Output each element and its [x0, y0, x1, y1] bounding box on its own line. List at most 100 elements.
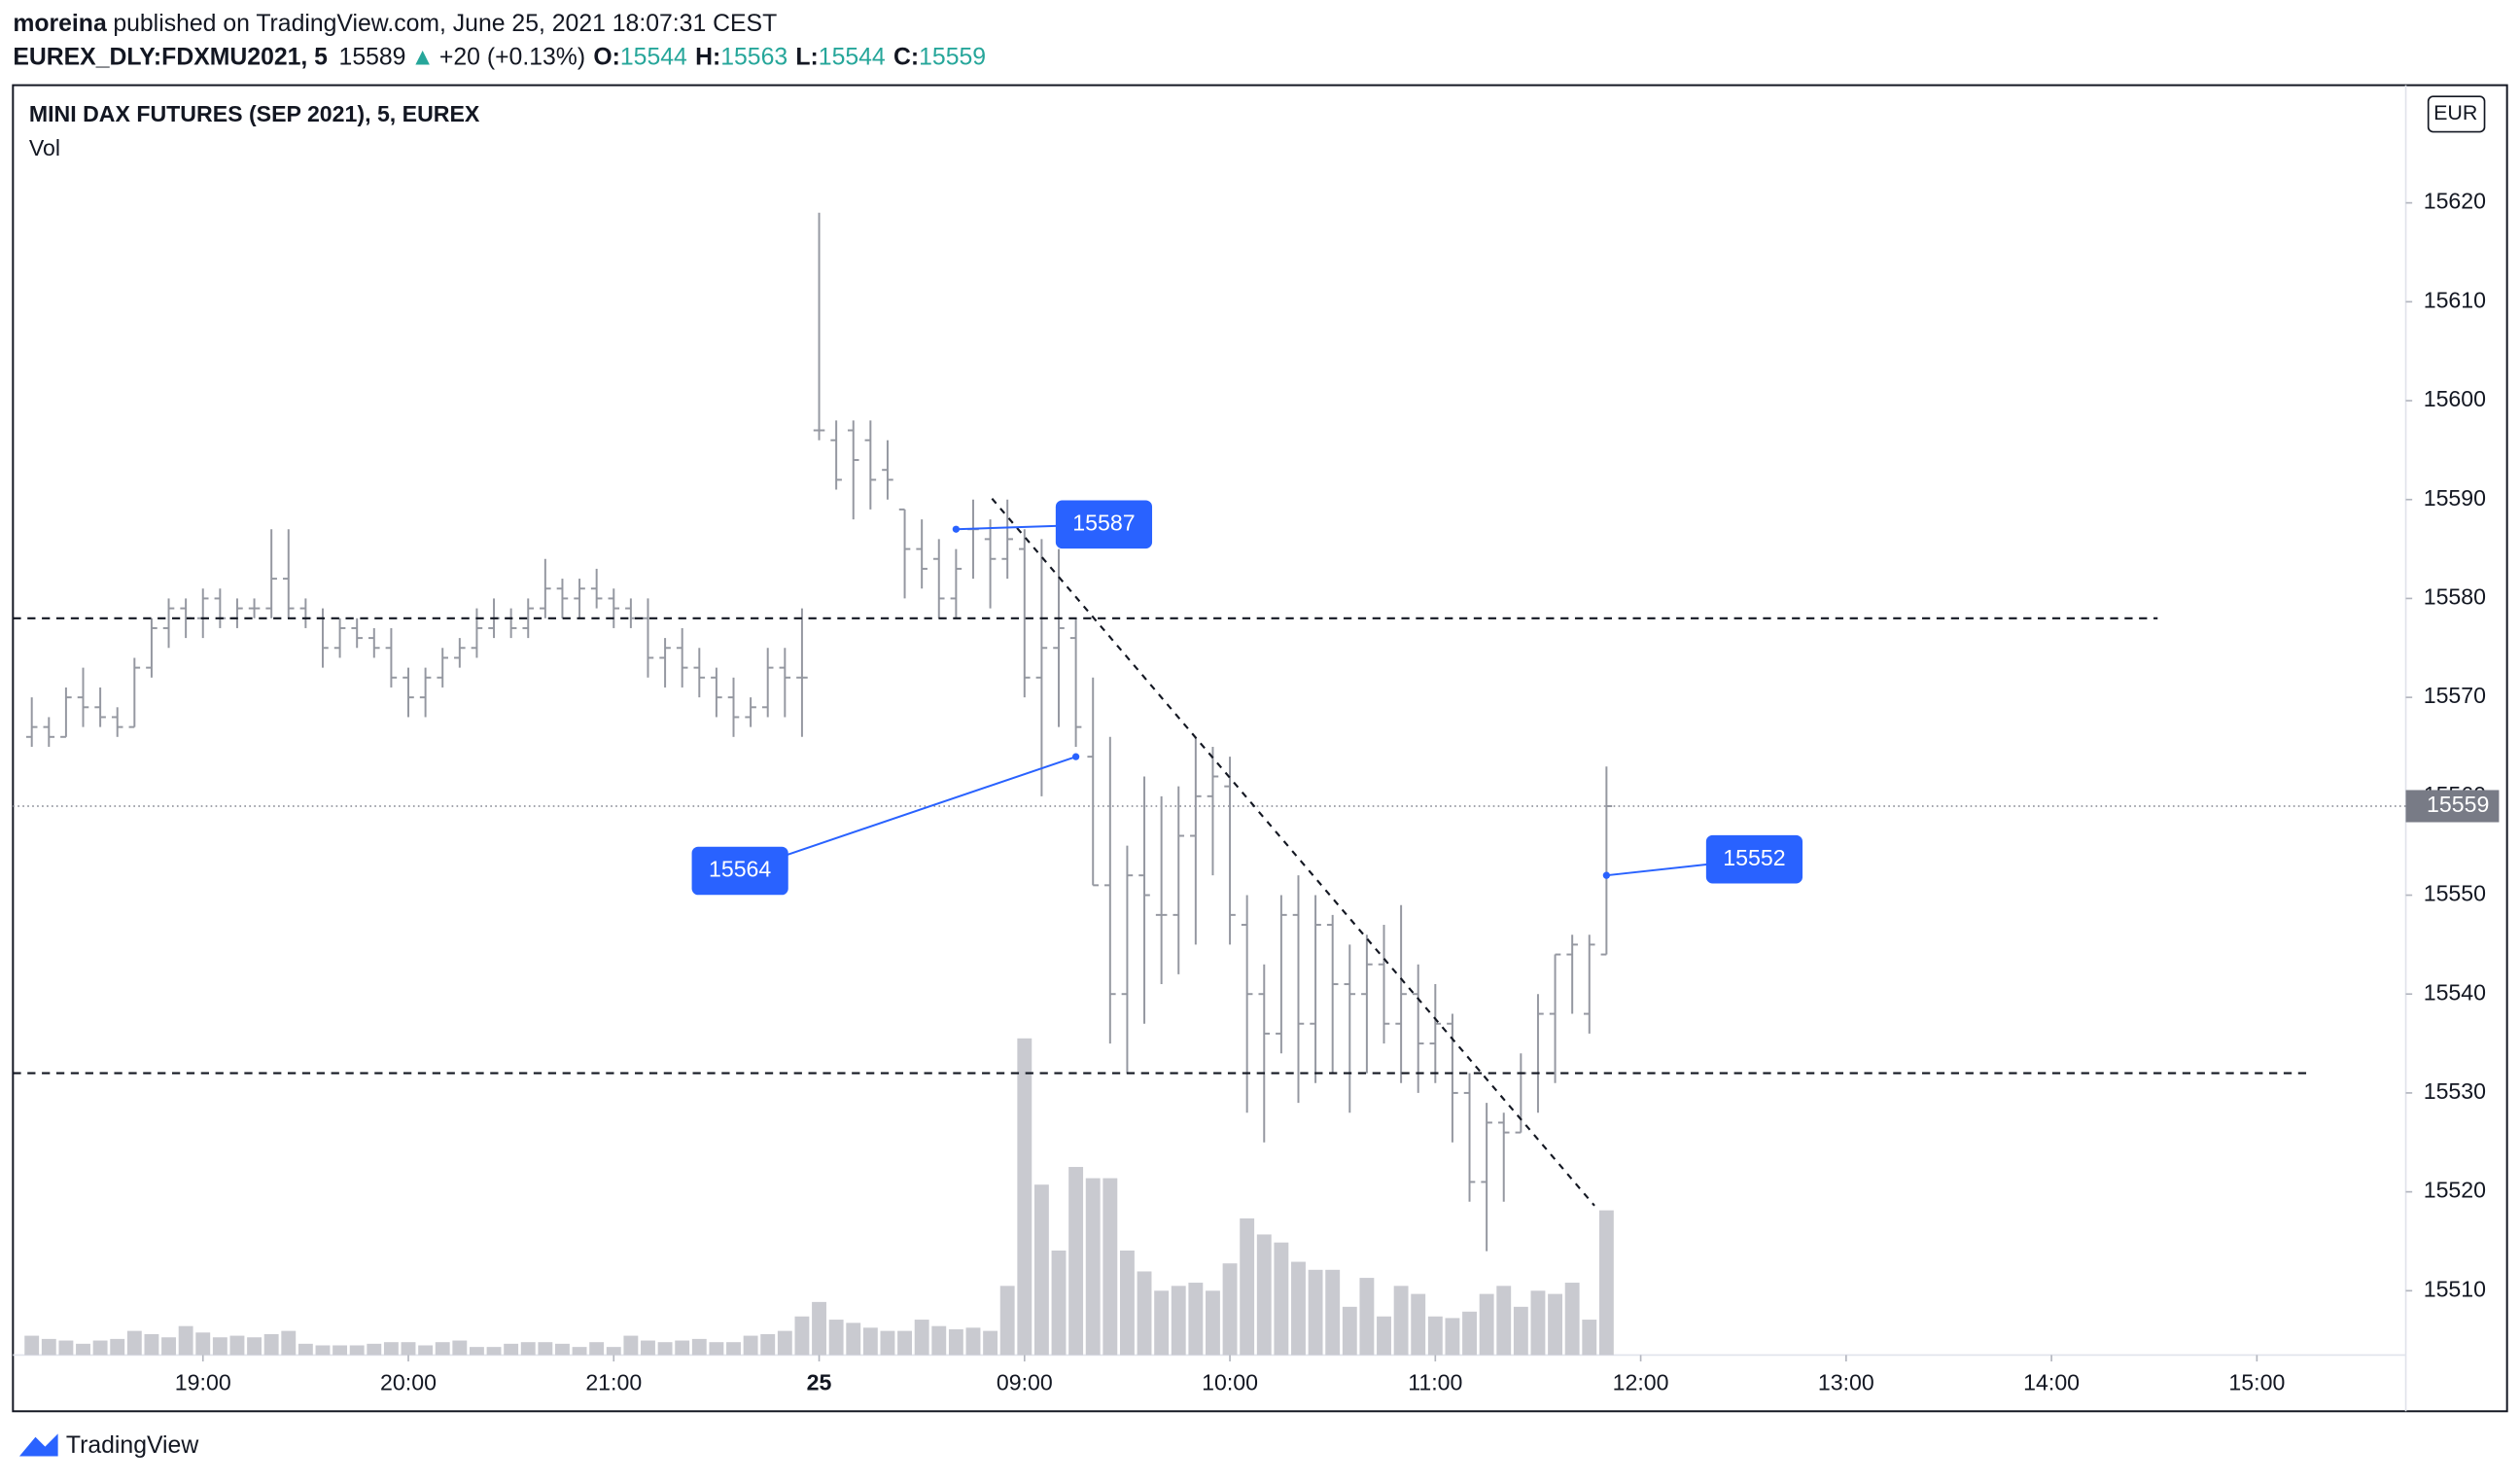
- callout-box: [1705, 834, 1803, 884]
- y-tick-label: 15600: [2424, 386, 2486, 411]
- volume-bar: [520, 1342, 536, 1356]
- currency-box[interactable]: [2427, 95, 2486, 133]
- volume-bar: [1017, 1038, 1032, 1356]
- volume-bar: [828, 1320, 844, 1356]
- volume-bar: [469, 1347, 484, 1356]
- volume-bar: [367, 1343, 382, 1356]
- footer-logo: [18, 1433, 58, 1457]
- volume-bar: [1154, 1290, 1170, 1356]
- volume-bar: [212, 1337, 228, 1356]
- volume-bar: [144, 1333, 159, 1356]
- volume-bar: [1137, 1271, 1152, 1356]
- ohlc-value: 15563: [720, 44, 788, 70]
- x-tick-label: 14:00: [2023, 1369, 2080, 1394]
- volume-bar: [623, 1335, 639, 1356]
- last-price-box: [2405, 790, 2500, 823]
- callout-box: [1055, 500, 1153, 549]
- volume-bar: [41, 1338, 56, 1356]
- callout-point: [952, 525, 961, 533]
- volume-bar: [110, 1338, 125, 1356]
- volume-bar: [161, 1337, 176, 1356]
- volume-bar: [1513, 1306, 1528, 1356]
- volume-bar: [606, 1347, 621, 1356]
- y-tick-label: 15580: [2424, 584, 2486, 610]
- x-tick-label: 20:00: [380, 1369, 437, 1394]
- volume-label: Vol: [29, 135, 60, 160]
- volume-bar: [332, 1345, 348, 1356]
- volume-bar: [948, 1328, 963, 1356]
- callout-box: [691, 846, 788, 896]
- volume-bar: [401, 1342, 416, 1356]
- volume-bar: [572, 1347, 587, 1356]
- volume-bar: [126, 1330, 142, 1356]
- volume-bar: [1085, 1178, 1101, 1356]
- volume-bar: [1582, 1320, 1597, 1356]
- published: published on TradingView.com, June 25, 2…: [113, 10, 777, 36]
- x-tick-label: 09:00: [997, 1369, 1053, 1394]
- volume-bar: [1240, 1217, 1255, 1356]
- volume-bar: [726, 1342, 741, 1356]
- y-tick-label: 15620: [2424, 189, 2486, 214]
- ohlc-value: 15544: [620, 44, 687, 70]
- callout-label: 15564: [709, 857, 771, 882]
- volume-bar: [1033, 1184, 1049, 1356]
- volume-bar: [247, 1337, 262, 1356]
- frame: [12, 84, 2508, 1413]
- volume-bar: [1548, 1293, 1562, 1356]
- volume-bar: [538, 1342, 553, 1356]
- volume-bar: [281, 1330, 297, 1356]
- callout-point: [1602, 871, 1611, 879]
- volume-bar: [1479, 1293, 1494, 1356]
- volume-bar: [897, 1330, 912, 1356]
- volume-bar: [999, 1286, 1015, 1356]
- last-price: 15589: [339, 44, 406, 70]
- last-price-label: 15559: [2427, 792, 2489, 817]
- volume-bar: [504, 1343, 519, 1356]
- publish-line: moreina published on TradingView.com, Jun…: [13, 10, 777, 36]
- volume-bar: [675, 1340, 690, 1356]
- volume-bar: [178, 1325, 193, 1356]
- volume-bar: [1377, 1316, 1391, 1356]
- volume-bar: [965, 1327, 981, 1356]
- y-tick-label: 15540: [2424, 979, 2486, 1005]
- volume-bar: [1342, 1306, 1357, 1356]
- x-tick-label: 21:00: [585, 1369, 642, 1394]
- direction: ▲: [410, 44, 435, 70]
- volume-bar: [1496, 1286, 1512, 1356]
- volume-bar: [743, 1335, 758, 1356]
- volume-bar: [555, 1343, 570, 1356]
- volume-bar: [1308, 1269, 1323, 1356]
- volume-bar: [1325, 1269, 1341, 1356]
- volume-bar: [1411, 1293, 1426, 1356]
- ohlc-key: C:: [893, 44, 919, 70]
- y-tick-label: 15510: [2424, 1276, 2486, 1301]
- volume-bar: [1171, 1286, 1186, 1356]
- volume-bar: [812, 1301, 826, 1356]
- callout-point: [1071, 753, 1080, 760]
- volume-bar: [1119, 1250, 1135, 1356]
- callout-line: [739, 756, 1076, 872]
- volume-bar: [794, 1316, 810, 1356]
- volume-bar: [349, 1345, 365, 1356]
- volume-bar: [641, 1340, 655, 1356]
- y-tick-label: 15530: [2424, 1078, 2486, 1104]
- y-tick-label: 15610: [2424, 287, 2486, 312]
- volume-bar: [452, 1340, 468, 1356]
- volume-bar: [1222, 1263, 1238, 1356]
- volume-bar: [1393, 1286, 1409, 1356]
- ohlc-key: H:: [695, 44, 720, 70]
- footer-brand: TradingView: [66, 1432, 198, 1459]
- volume-bar: [298, 1343, 313, 1356]
- x-tick-label: 11:00: [1408, 1369, 1462, 1394]
- y-tick-label: 15520: [2424, 1178, 2486, 1203]
- volume-bar: [1462, 1311, 1477, 1356]
- x-tick-label: 15:00: [2228, 1369, 2285, 1394]
- volume-bar: [1051, 1250, 1067, 1356]
- ohlc-value: 15544: [819, 44, 886, 70]
- volume-bar: [1564, 1283, 1580, 1356]
- volume-bar: [383, 1342, 399, 1356]
- ohlc-key: O:: [593, 44, 620, 70]
- currency: EUR: [2433, 101, 2477, 124]
- volume-bar: [880, 1330, 895, 1356]
